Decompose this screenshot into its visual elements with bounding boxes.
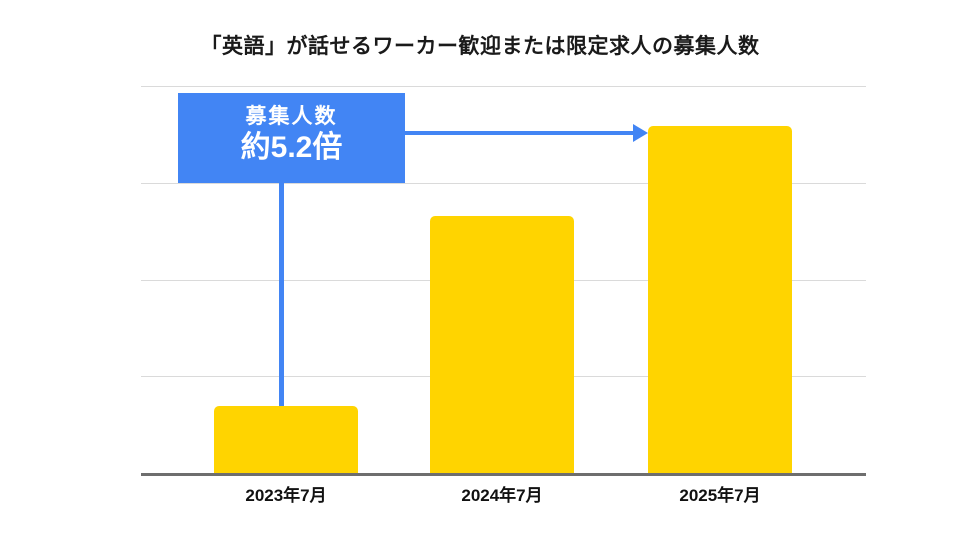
chart-title: 「英語」が話せるワーカー歓迎または限定求人の募集人数 xyxy=(200,35,760,58)
plot-area: 2023年7月 2024年7月 2025年7月 xyxy=(141,86,866,505)
x-axis-label: 2024年7月 xyxy=(461,486,543,505)
x-axis-label: 2025年7月 xyxy=(679,486,761,505)
callout-title: 募集人数 xyxy=(245,105,338,128)
callout-arrow-line xyxy=(405,131,635,135)
callout-connector-line xyxy=(279,183,284,406)
bar-2024 xyxy=(430,216,574,473)
x-axis-label: 2023年7月 xyxy=(245,486,327,505)
callout-multiplier: 約5.2倍 xyxy=(240,131,343,165)
gridline xyxy=(141,182,866,184)
arrow-right-icon xyxy=(633,124,648,142)
bar-2025 xyxy=(648,126,792,473)
bar-2023 xyxy=(214,406,358,473)
callout-box: 募集人数 約5.2倍 xyxy=(178,93,405,183)
gridline xyxy=(141,86,866,87)
